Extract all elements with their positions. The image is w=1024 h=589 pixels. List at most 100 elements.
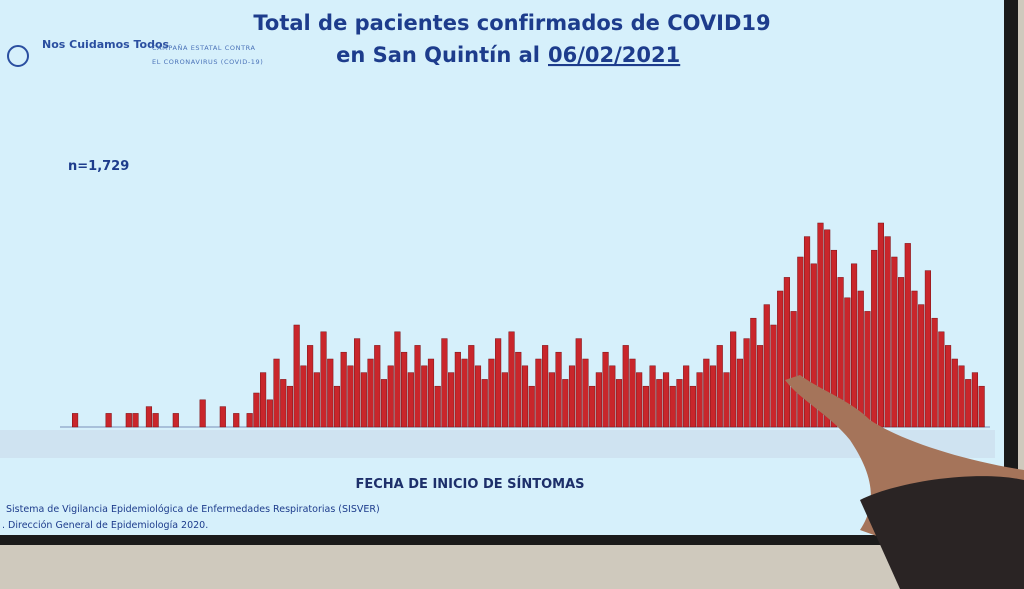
bar [602, 351, 609, 428]
bar [911, 290, 918, 428]
bar [374, 345, 381, 428]
bar [508, 331, 515, 428]
bar [750, 317, 757, 428]
bar [333, 385, 341, 428]
presenter-sleeve [860, 476, 1024, 589]
bar [521, 365, 529, 428]
bar [266, 399, 273, 428]
bar [307, 345, 314, 428]
bar [454, 351, 461, 428]
bar [736, 358, 743, 428]
bar [414, 345, 421, 428]
bar [649, 365, 656, 428]
bar [965, 379, 972, 428]
bar [850, 263, 858, 428]
bar [864, 311, 871, 428]
campaign-text: CAMPAÑA ESTATAL CONTRA [152, 43, 256, 52]
bar [407, 372, 414, 428]
bar [803, 236, 811, 428]
bar [924, 270, 931, 428]
bar [891, 256, 898, 428]
bar [622, 345, 629, 428]
bar [293, 324, 300, 428]
bar [918, 304, 925, 428]
bar [877, 222, 884, 428]
logo-text: Nos Cuidamos Todos [42, 38, 170, 51]
logo: Nos Cuidamos Todos [7, 38, 170, 67]
source: Sistema de Vigilancia Epidemiológica de … [6, 504, 380, 515]
bar [568, 365, 576, 428]
bar [709, 365, 717, 428]
bar [662, 372, 670, 428]
bar [669, 385, 676, 428]
bar [340, 351, 347, 428]
bar [434, 385, 441, 428]
bar [703, 358, 710, 428]
logo-icon [7, 45, 29, 67]
bar [380, 379, 388, 428]
bar [488, 358, 495, 428]
bar [810, 263, 817, 428]
bar [723, 372, 730, 428]
bar [656, 379, 663, 428]
bar [783, 277, 790, 428]
bar [219, 406, 226, 428]
bar [683, 365, 690, 428]
bar [260, 372, 267, 428]
x-axis-label: FECHA DE INICIO DE SÍNTOMAS [355, 476, 584, 492]
bar [233, 413, 240, 428]
bar [246, 413, 253, 428]
bar [824, 229, 831, 428]
bar [300, 365, 307, 428]
bar [609, 365, 616, 428]
bar [542, 345, 549, 428]
date-labels-strip [0, 430, 995, 458]
bar [105, 413, 112, 428]
bar [448, 372, 455, 428]
bar [958, 365, 965, 428]
bar [367, 358, 374, 428]
bar [286, 385, 294, 428]
bar [421, 365, 428, 428]
bar [817, 222, 824, 428]
bar [501, 372, 508, 428]
bar [944, 345, 952, 428]
bar [951, 358, 958, 428]
bar [152, 413, 159, 428]
bar [582, 358, 589, 428]
bar [280, 379, 287, 428]
bar [904, 243, 911, 428]
bar [495, 338, 502, 428]
bar [327, 358, 334, 428]
bar [441, 338, 448, 428]
bar [756, 345, 764, 428]
bar [676, 379, 683, 428]
bar [589, 385, 596, 428]
bar [777, 290, 784, 428]
bar [347, 365, 354, 428]
bar [763, 304, 770, 428]
chart-subtitle: en San Quintín al [336, 43, 540, 67]
bar [145, 406, 153, 428]
bar [978, 385, 985, 428]
bar [401, 351, 408, 428]
bar [253, 392, 260, 428]
bar [790, 311, 797, 428]
bar [313, 372, 320, 428]
bar [830, 249, 837, 428]
bar [72, 413, 79, 428]
bar [528, 385, 535, 428]
bar [871, 249, 878, 428]
bar [575, 338, 582, 428]
bar [474, 365, 482, 428]
bar [797, 256, 804, 428]
campaign-text: EL CORONAVIRUS (COVID-19) [152, 58, 263, 66]
bar [172, 413, 179, 428]
bar [857, 290, 864, 428]
bar [696, 372, 703, 428]
bar [360, 372, 367, 428]
bar [481, 379, 488, 428]
bar [273, 358, 280, 428]
bar [770, 324, 777, 428]
